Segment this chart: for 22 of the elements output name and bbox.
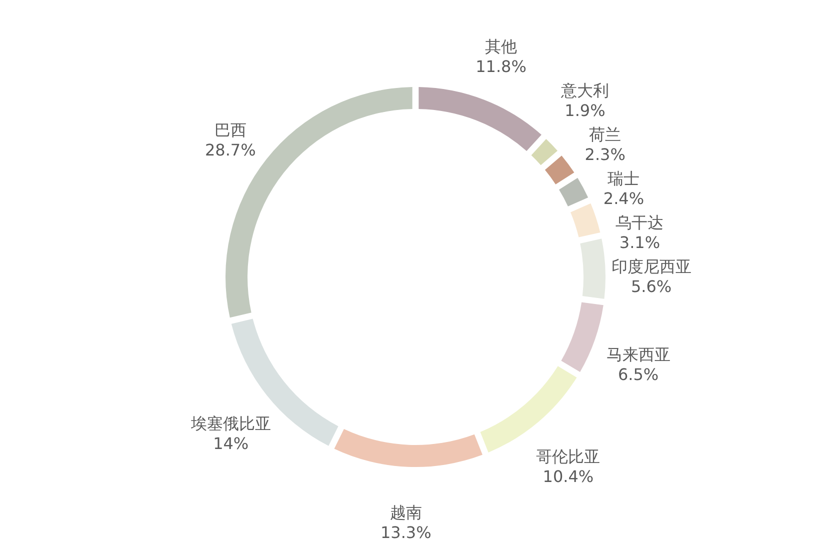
slice-label: 印度尼西亚 xyxy=(611,257,692,276)
slice-label: 瑞士 xyxy=(608,169,640,188)
data-label: 10.4% xyxy=(542,466,594,486)
data-label: 6.5% xyxy=(618,364,659,384)
slice-label: 哥伦比亚 xyxy=(536,446,600,466)
data-label: 5.6% xyxy=(630,277,672,296)
slice-label: 巴西 xyxy=(214,120,246,140)
data-label: 14% xyxy=(213,434,249,453)
data-label: 1.9% xyxy=(564,101,606,120)
slice-label: 其他 xyxy=(484,37,517,56)
data-label: 11.8% xyxy=(476,57,526,76)
slice-label: 乌干达 xyxy=(616,213,664,232)
data-label: 2.3% xyxy=(584,145,626,164)
data-label: 3.1% xyxy=(619,233,660,252)
slice-label: 荷兰 xyxy=(589,125,622,144)
data-label: 13.3% xyxy=(380,522,432,542)
slice-label: 马来西亚 xyxy=(606,344,670,364)
data-label: 28.7% xyxy=(204,140,256,160)
data-label: 2.4% xyxy=(603,189,644,208)
slice-label: 埃塞俄比亚 xyxy=(190,414,271,433)
slice-label: 意大利 xyxy=(560,81,609,100)
slice-label: 越南 xyxy=(390,502,422,522)
